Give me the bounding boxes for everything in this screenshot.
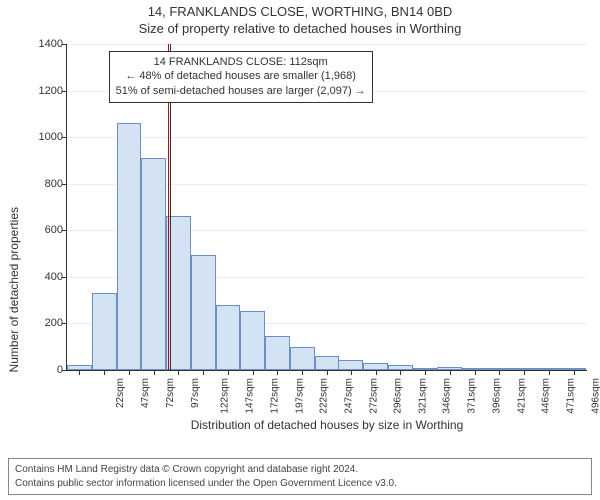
histogram-bar xyxy=(536,368,561,370)
x-tick-label: 321sqm xyxy=(417,376,428,414)
histogram-bar xyxy=(265,336,290,370)
x-tick-mark xyxy=(549,370,550,375)
plot-area: Distribution of detached houses by size … xyxy=(66,44,587,371)
histogram-bar xyxy=(437,367,462,370)
x-tick-label: 47sqm xyxy=(140,376,151,408)
page-address-title: 14, FRANKLANDS CLOSE, WORTHING, BN14 0BD xyxy=(0,4,600,19)
x-tick-mark xyxy=(79,370,80,375)
x-tick-mark xyxy=(154,370,155,375)
histogram-bar xyxy=(512,368,537,370)
x-tick-mark xyxy=(302,370,303,375)
x-tick-mark xyxy=(228,370,229,375)
histogram-bar xyxy=(315,356,340,370)
x-tick-label: 97sqm xyxy=(190,376,201,408)
x-tick-label: 172sqm xyxy=(270,376,281,414)
histogram-bar xyxy=(92,293,117,370)
histogram-bar xyxy=(388,365,413,370)
x-tick-mark xyxy=(253,370,254,375)
histogram-bar xyxy=(191,255,216,370)
x-tick-label: 471sqm xyxy=(566,376,577,414)
annotation-line: 14 FRANKLANDS CLOSE: 112sqm xyxy=(116,55,366,70)
x-tick-mark xyxy=(327,370,328,375)
x-tick-mark xyxy=(129,370,130,375)
x-tick-mark xyxy=(104,370,105,375)
x-tick-label: 222sqm xyxy=(319,376,330,414)
histogram-bar xyxy=(141,158,166,370)
annotation-line: ← 48% of detached houses are smaller (1,… xyxy=(116,69,366,84)
y-tick-label: 200 xyxy=(45,317,67,329)
x-tick-mark xyxy=(203,370,204,375)
x-tick-label: 272sqm xyxy=(369,376,380,414)
histogram-bar xyxy=(413,368,438,370)
x-tick-mark xyxy=(400,370,401,375)
x-tick-label: 247sqm xyxy=(344,376,355,414)
x-tick-mark xyxy=(178,370,179,375)
x-tick-label: 346sqm xyxy=(442,376,453,414)
footer-line-1: Contains HM Land Registry data © Crown c… xyxy=(15,463,585,477)
x-tick-label: 72sqm xyxy=(165,376,176,408)
x-tick-mark xyxy=(376,370,377,375)
histogram-bar xyxy=(216,305,241,370)
annotation-box: 14 FRANKLANDS CLOSE: 112sqm← 48% of deta… xyxy=(109,51,373,104)
y-tick-label: 1000 xyxy=(39,131,67,143)
x-tick-mark xyxy=(524,370,525,375)
x-tick-label: 197sqm xyxy=(294,376,305,414)
grid-line xyxy=(67,137,587,138)
histogram-bar xyxy=(363,363,388,370)
x-tick-label: 496sqm xyxy=(590,376,600,414)
histogram-bar xyxy=(67,365,92,370)
x-tick-mark xyxy=(475,370,476,375)
y-axis-label: Number of detached properties xyxy=(7,207,21,372)
y-tick-label: 0 xyxy=(57,364,67,376)
annotation-line: 51% of semi-detached houses are larger (… xyxy=(116,84,366,99)
x-tick-label: 22sqm xyxy=(115,376,126,408)
grid-line xyxy=(67,44,587,45)
histogram-bar xyxy=(290,347,315,370)
x-tick-label: 421sqm xyxy=(516,376,527,414)
x-tick-mark xyxy=(450,370,451,375)
x-tick-label: 147sqm xyxy=(245,376,256,414)
histogram-bar xyxy=(338,360,363,370)
y-tick-label: 1200 xyxy=(39,85,67,97)
x-tick-label: 122sqm xyxy=(220,376,231,414)
histogram-bar xyxy=(117,123,142,370)
x-tick-mark xyxy=(499,370,500,375)
x-axis-label: Distribution of detached houses by size … xyxy=(67,418,587,432)
chart-container: Number of detached properties Distributi… xyxy=(0,36,600,454)
y-tick-label: 800 xyxy=(45,178,67,190)
y-tick-label: 600 xyxy=(45,224,67,236)
histogram-bar xyxy=(462,368,487,370)
page-subtitle: Size of property relative to detached ho… xyxy=(0,21,600,36)
x-tick-label: 446sqm xyxy=(541,376,552,414)
y-tick-label: 1400 xyxy=(39,38,67,50)
x-tick-mark xyxy=(277,370,278,375)
y-tick-label: 400 xyxy=(45,271,67,283)
x-tick-mark xyxy=(574,370,575,375)
histogram-bar xyxy=(561,368,586,370)
histogram-bar xyxy=(487,368,512,370)
x-tick-mark xyxy=(425,370,426,375)
attribution-footer: Contains HM Land Registry data © Crown c… xyxy=(8,458,592,495)
histogram-bar xyxy=(240,311,265,370)
x-tick-label: 371sqm xyxy=(467,376,478,414)
x-tick-mark xyxy=(351,370,352,375)
footer-line-2: Contains public sector information licen… xyxy=(15,477,585,491)
x-tick-label: 396sqm xyxy=(491,376,502,414)
x-tick-label: 296sqm xyxy=(392,376,403,414)
